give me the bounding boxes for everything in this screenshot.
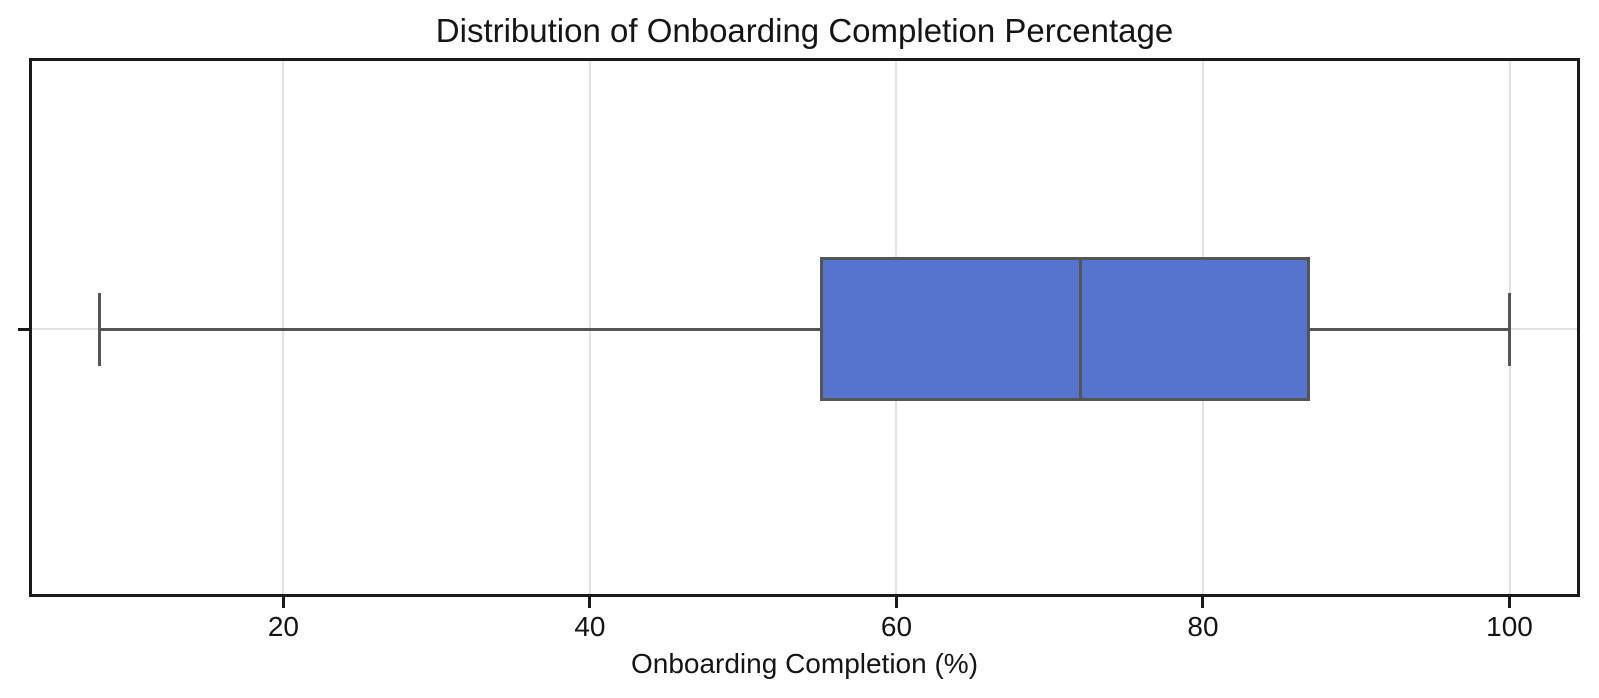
median-line [1078, 260, 1082, 399]
whisker-cap-max [1508, 292, 1511, 366]
x-tick-label: 80 [1187, 611, 1219, 642]
x-axis-label: Onboarding Completion (%) [630, 648, 979, 679]
gridline-vertical [282, 61, 285, 594]
x-tick-mark [281, 597, 285, 608]
x-tick-mark [588, 597, 592, 608]
y-tick-mark [18, 327, 29, 331]
whisker-line-low [99, 327, 820, 331]
x-tick-label: 40 [574, 611, 606, 642]
whisker-line-high [1310, 327, 1510, 331]
x-tick-mark [894, 597, 898, 608]
x-tick-label: 20 [267, 611, 299, 642]
x-tick-mark [1201, 597, 1205, 608]
x-tick-label: 60 [880, 611, 913, 642]
whisker-cap-min [98, 292, 101, 366]
box-iqr [819, 257, 1311, 402]
chart-title: Distribution of Onboarding Completion Pe… [435, 12, 1174, 49]
x-tick-label: 100 [1486, 611, 1533, 642]
gridline-vertical [588, 61, 591, 594]
x-tick-mark [1508, 597, 1511, 608]
